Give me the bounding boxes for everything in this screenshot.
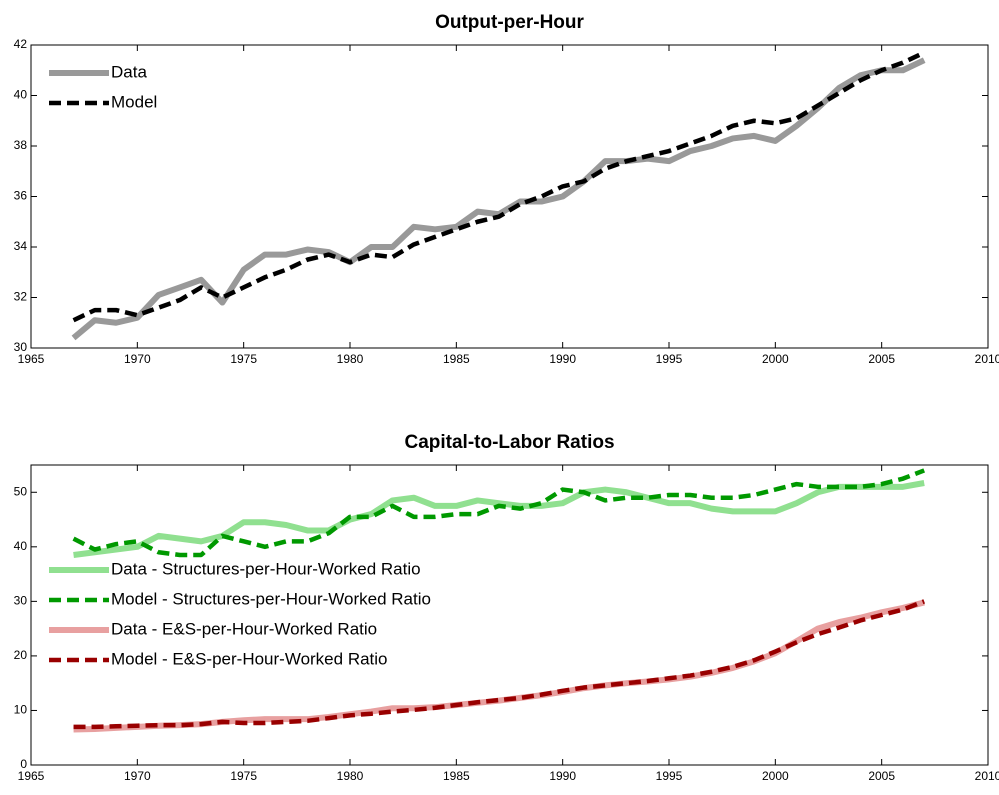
x-tick-label: 2005 <box>868 352 895 366</box>
x-tick-label: 1965 <box>18 769 45 783</box>
y-tick-label: 34 <box>14 239 28 253</box>
x-tick-label: 2000 <box>762 352 789 366</box>
x-tick-label: 1965 <box>18 352 45 366</box>
y-tick-label: 20 <box>14 648 28 662</box>
y-tick-label: 0 <box>20 757 27 771</box>
x-tick-label: 1995 <box>656 769 683 783</box>
series-line <box>72 468 926 558</box>
chart-title: Output-per-Hour <box>435 12 584 33</box>
x-tick-label: 2005 <box>868 769 895 783</box>
y-tick-label: 40 <box>14 539 28 553</box>
y-tick-label: 10 <box>14 703 28 717</box>
y-tick-label: 50 <box>14 484 28 498</box>
x-tick-label: 1990 <box>549 769 576 783</box>
x-tick-label: 2000 <box>762 769 789 783</box>
y-tick-label: 30 <box>14 340 28 354</box>
y-tick-label: 36 <box>14 189 28 203</box>
series-line <box>73 480 925 558</box>
axes-box <box>30 464 989 766</box>
x-tick-label: 1975 <box>230 769 257 783</box>
x-tick-label: 2010 <box>975 769 999 783</box>
legend-label: Data <box>111 62 147 81</box>
x-tick-label: 1990 <box>549 352 576 366</box>
y-tick-label: 32 <box>14 290 28 304</box>
legend-label: Data - Structures-per-Hour-Worked Ratio <box>111 559 421 578</box>
y-tick-label: 40 <box>14 88 28 102</box>
x-tick-label: 1985 <box>443 769 470 783</box>
x-tick-label: 1980 <box>337 352 364 366</box>
y-tick-label: 42 <box>14 37 28 51</box>
legend-label: Model <box>111 92 157 111</box>
chart-title: Capital-to-Labor Ratios <box>404 432 614 453</box>
x-tick-label: 1980 <box>337 769 364 783</box>
x-tick-label: 2010 <box>975 352 999 366</box>
y-tick-label: 38 <box>14 138 28 152</box>
x-tick-label: 1985 <box>443 352 470 366</box>
legend-label: Model - Structures-per-Hour-Worked Ratio <box>111 589 431 608</box>
y-tick-label: 30 <box>14 594 28 608</box>
legend-label: Data - E&S-per-Hour-Worked Ratio <box>111 619 377 638</box>
series-line <box>72 50 926 323</box>
series-line <box>73 599 925 733</box>
x-tick-label: 1970 <box>124 769 151 783</box>
legend-label: Model - E&S-per-Hour-Worked Ratio <box>111 649 388 668</box>
series-line <box>71 57 926 341</box>
x-tick-label: 1970 <box>124 352 151 366</box>
x-tick-label: 1975 <box>230 352 257 366</box>
x-tick-label: 1995 <box>656 352 683 366</box>
